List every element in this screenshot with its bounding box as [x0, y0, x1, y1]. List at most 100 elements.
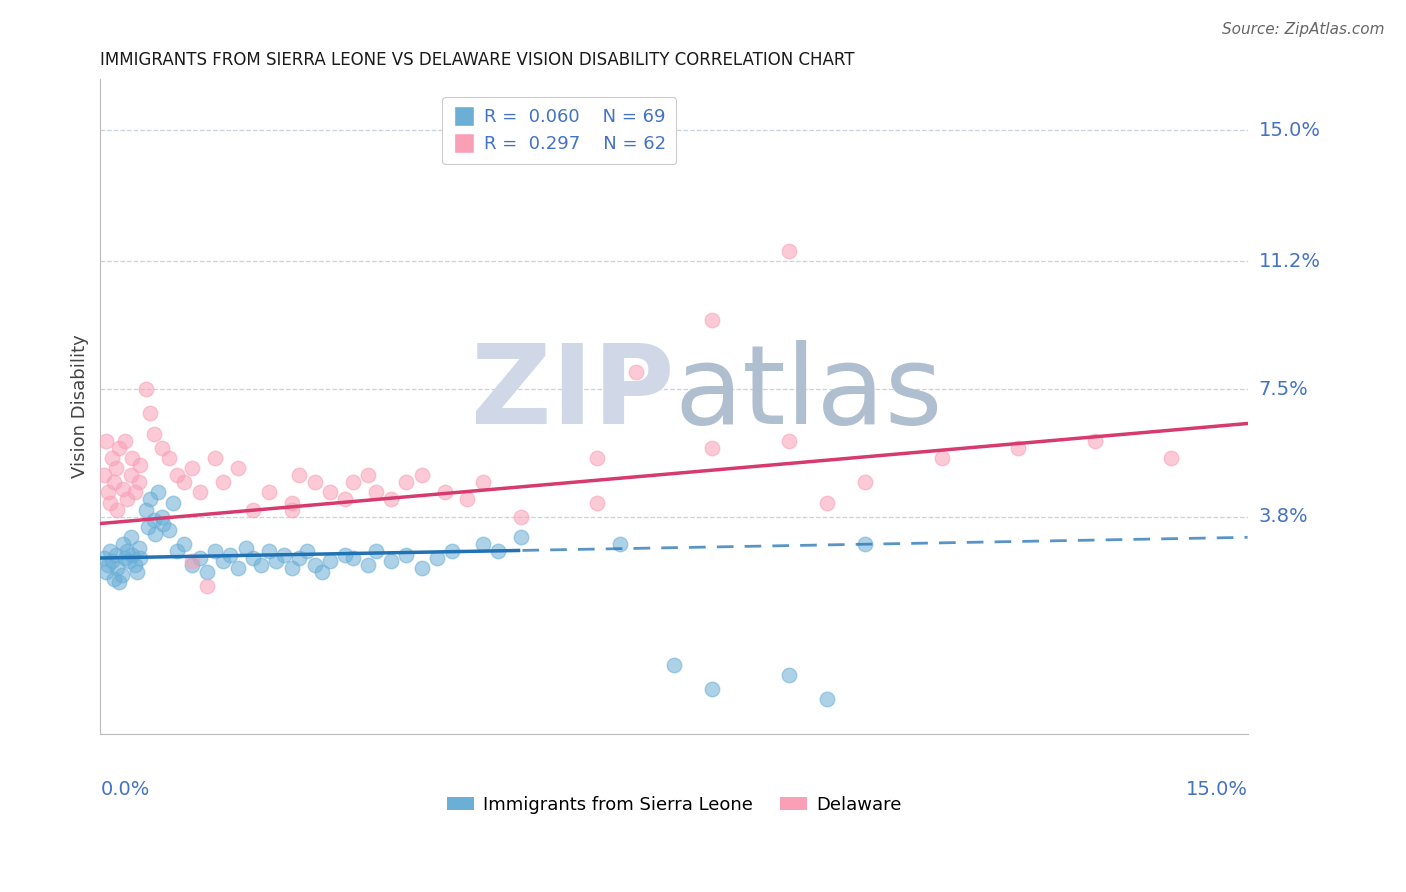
Text: atlas: atlas [673, 340, 942, 447]
Point [115, 492, 138, 507]
Point [181, 554, 204, 568]
Point [411, 561, 433, 575]
Point [702, 441, 724, 455]
Point [853, 537, 876, 551]
Point [112, 482, 135, 496]
Point [135, 382, 157, 396]
Point [395, 475, 418, 490]
Point [456, 492, 478, 507]
Point [135, 502, 157, 516]
Y-axis label: Vision Disability: Vision Disability [72, 334, 89, 478]
Point [204, 544, 226, 558]
Point [97, 485, 120, 500]
Point [357, 468, 380, 483]
Point [128, 475, 150, 490]
Point [280, 502, 302, 516]
Point [101, 554, 124, 568]
Point [120, 468, 142, 483]
Point [1084, 434, 1107, 448]
Point [114, 434, 136, 448]
Point [96, 565, 118, 579]
Point [146, 485, 169, 500]
Point [319, 485, 342, 500]
Point [280, 561, 302, 575]
Point [115, 544, 138, 558]
Point [288, 468, 311, 483]
Point [103, 475, 125, 490]
Point [778, 668, 800, 682]
Point [120, 530, 142, 544]
Text: 7.5%: 7.5% [1258, 379, 1309, 399]
Point [173, 475, 195, 490]
Point [815, 496, 838, 510]
Point [395, 548, 418, 562]
Point [1160, 450, 1182, 465]
Point [471, 537, 494, 551]
Point [342, 475, 364, 490]
Point [150, 441, 173, 455]
Point [1007, 441, 1029, 455]
Point [136, 520, 159, 534]
Point [139, 406, 162, 420]
Point [124, 485, 146, 500]
Point [778, 244, 800, 258]
Point [157, 450, 180, 465]
Point [219, 548, 242, 562]
Point [166, 544, 188, 558]
Point [104, 461, 127, 475]
Point [426, 551, 449, 566]
Point [702, 313, 724, 327]
Text: Source: ZipAtlas.com: Source: ZipAtlas.com [1222, 22, 1385, 37]
Point [93, 468, 115, 483]
Text: IMMIGRANTS FROM SIERRA LEONE VS DELAWARE VISION DISABILITY CORRELATION CHART: IMMIGRANTS FROM SIERRA LEONE VS DELAWARE… [100, 51, 855, 69]
Point [333, 492, 356, 507]
Point [121, 548, 143, 562]
Point [114, 551, 136, 566]
Point [112, 537, 135, 551]
Point [471, 475, 494, 490]
Point [815, 692, 838, 706]
Point [150, 509, 173, 524]
Point [211, 554, 233, 568]
Point [226, 461, 249, 475]
Point [103, 572, 125, 586]
Point [162, 496, 184, 510]
Point [441, 544, 464, 558]
Point [264, 554, 287, 568]
Point [188, 485, 211, 500]
Point [166, 468, 188, 483]
Point [157, 524, 180, 538]
Point [662, 657, 685, 672]
Point [129, 551, 152, 566]
Point [357, 558, 380, 572]
Point [242, 551, 264, 566]
Text: 0.0%: 0.0% [100, 780, 149, 799]
Text: 3.8%: 3.8% [1258, 508, 1309, 526]
Legend: Immigrants from Sierra Leone, Delaware: Immigrants from Sierra Leone, Delaware [440, 789, 908, 822]
Point [380, 554, 402, 568]
Point [433, 485, 456, 500]
Point [333, 548, 356, 562]
Point [204, 450, 226, 465]
Point [380, 492, 402, 507]
Point [101, 450, 124, 465]
Point [304, 558, 326, 572]
Text: 11.2%: 11.2% [1258, 252, 1320, 271]
Text: ZIP: ZIP [471, 340, 673, 447]
Point [586, 496, 609, 510]
Point [250, 558, 273, 572]
Point [702, 682, 724, 697]
Point [257, 485, 280, 500]
Text: 15.0%: 15.0% [1185, 780, 1247, 799]
Point [142, 426, 165, 441]
Point [273, 548, 295, 562]
Point [342, 551, 364, 566]
Point [586, 450, 609, 465]
Point [280, 496, 302, 510]
Point [235, 541, 257, 555]
Point [139, 492, 162, 507]
Point [364, 485, 387, 500]
Point [121, 450, 143, 465]
Point [242, 502, 264, 516]
Point [510, 530, 533, 544]
